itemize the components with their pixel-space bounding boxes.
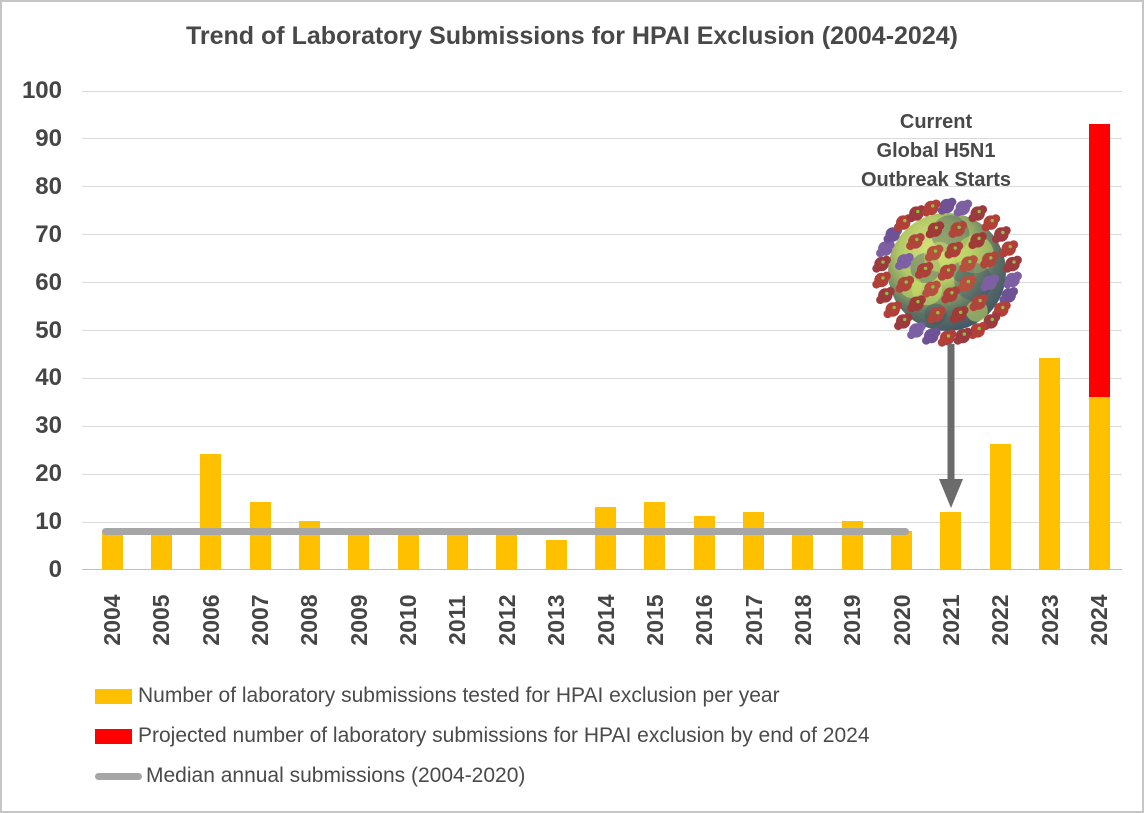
legend-item: Projected number of laboratory submissio…: [95, 722, 870, 750]
bar-actual-2023: [1039, 358, 1061, 569]
y-tick-label: 50: [35, 316, 62, 344]
legend-swatch-icon: [95, 728, 132, 744]
y-tick-label: 70: [35, 220, 62, 248]
gridline-40: [82, 377, 1122, 379]
bar-actual-2016: [693, 516, 715, 569]
gridline-80: [82, 186, 1122, 188]
legend-median-swatch-icon: [95, 772, 142, 780]
y-tick-label: 10: [35, 508, 62, 536]
bar-actual-2006: [200, 454, 222, 569]
bar-projected-2024: [1088, 123, 1110, 397]
y-tick-label: 60: [35, 268, 62, 296]
legend-item: Median annual submissions (2004-2020): [95, 762, 525, 790]
x-tick-label-2017: 2017: [740, 594, 767, 646]
annotation-line: Current: [899, 111, 973, 133]
bar-actual-2014: [595, 506, 616, 569]
legend-item-label: Projected number of laboratory submissio…: [138, 724, 870, 747]
y-tick-label: 20: [35, 460, 62, 488]
bar-actual-2011: [446, 535, 468, 569]
gridline-90: [82, 138, 1122, 140]
gridline-70: [82, 234, 1122, 236]
virus-illustration-icon: [872, 197, 1022, 347]
bar-actual-2017: [743, 511, 765, 569]
x-tick-label-2020: 2020: [888, 594, 915, 646]
y-tick-label: 90: [35, 124, 62, 152]
annotation-arrow-icon: [939, 344, 963, 508]
x-tick-label-2014: 2014: [592, 594, 619, 646]
outbreak-annotation: Current Global H5N1 Outbreak Starts: [786, 108, 1086, 195]
x-tick-label-2005: 2005: [148, 594, 175, 646]
y-tick-label: 100: [21, 77, 62, 104]
x-tick-label-2016: 2016: [691, 594, 718, 646]
bar-actual-2022: [989, 444, 1011, 569]
median-line: [101, 528, 910, 536]
bar-actual-2005: [150, 530, 172, 569]
bar-actual-2004: [101, 530, 123, 569]
gridline-30: [82, 425, 1122, 427]
x-tick-label-2019: 2019: [839, 594, 866, 646]
x-tick-label-2013: 2013: [543, 594, 570, 646]
x-tick-label-2012: 2012: [493, 594, 520, 646]
y-tick-label: 80: [35, 172, 62, 200]
x-tick-label-2011: 2011: [444, 595, 471, 645]
legend-item: Number of laboratory submissions tested …: [95, 682, 780, 710]
legend-swatch-icon: [95, 688, 132, 704]
y-tick-label: 40: [35, 364, 62, 392]
bar-actual-2020: [891, 530, 913, 569]
x-tick-label-2006: 2006: [197, 594, 224, 646]
x-tick-label-2007: 2007: [247, 594, 274, 646]
chart-title: Trend of Laboratory Submissions for HPAI…: [186, 22, 958, 50]
bar-actual-2015: [644, 501, 666, 569]
annotation-line: Global H5N1: [876, 140, 996, 162]
bar-actual-2007: [249, 501, 271, 569]
x-tick-label-2015: 2015: [641, 594, 668, 646]
x-tick-label-2018: 2018: [789, 594, 816, 646]
x-tick-label-2021: 2021: [937, 594, 964, 646]
x-tick-label-2022: 2022: [987, 594, 1014, 646]
gridline-50: [82, 330, 1122, 331]
x-tick-label-2023: 2023: [1036, 594, 1063, 646]
bar-actual-2012: [496, 530, 518, 569]
gridline-20: [82, 473, 1122, 475]
plot-area: [82, 90, 1122, 570]
x-tick-label-2004: 2004: [99, 594, 125, 646]
y-tick-label: 30: [35, 412, 62, 440]
y-tick-label: 0: [48, 556, 62, 583]
bar-actual-2021: [940, 511, 962, 569]
legend-item-label: Median annual submissions (2004-2020): [146, 764, 526, 787]
bar-actual-2013: [545, 540, 567, 569]
x-tick-label-2010: 2010: [395, 594, 422, 646]
bar-actual-2018: [792, 530, 814, 569]
x-tick-label-2008: 2008: [296, 594, 323, 646]
annotation-line: Outbreak Starts: [860, 169, 1012, 191]
gridline-100: [82, 90, 1122, 92]
x-tick-label-2024: 2024: [1086, 594, 1112, 646]
x-axis-line: [82, 569, 1122, 570]
bar-actual-2024: [1088, 396, 1110, 569]
bar-actual-2010: [397, 535, 419, 569]
bar-actual-2009: [348, 535, 370, 569]
x-tick-label-2009: 2009: [345, 594, 372, 646]
legend-item-label: Number of laboratory submissions tested …: [138, 684, 780, 707]
gridline-60: [82, 282, 1122, 284]
